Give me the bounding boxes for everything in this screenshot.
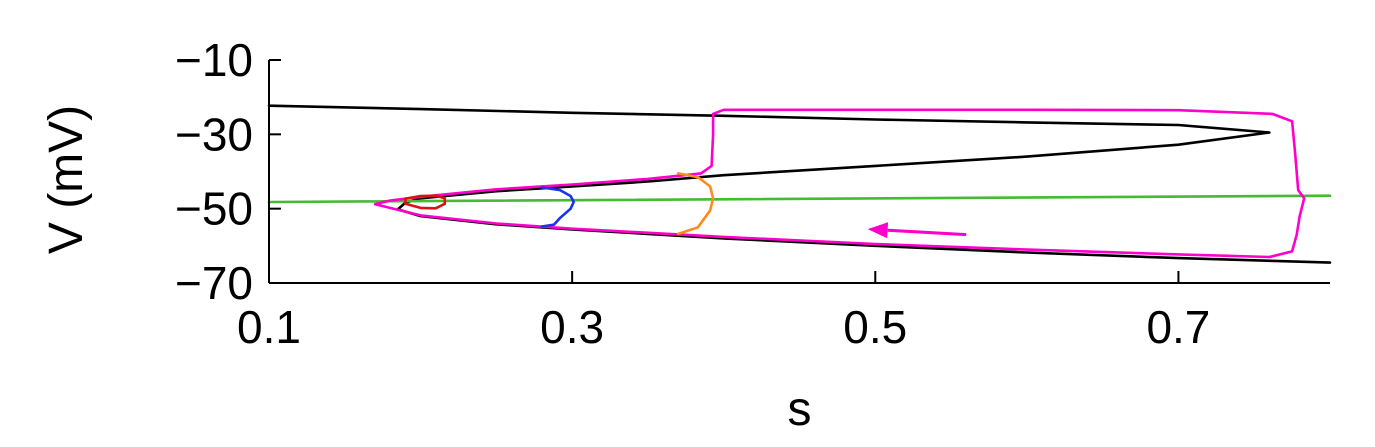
arrow-shaft: [887, 228, 967, 237]
series-line: [676, 172, 715, 236]
x-axis-title: s: [788, 383, 812, 436]
series-line: [540, 186, 575, 228]
y-tick-label: −30: [175, 108, 253, 160]
x-axis-ticks: 0.1 0.3 0.5 0.7: [237, 271, 1210, 353]
x-tick-label: 0.5: [843, 301, 907, 353]
y-tick-label: −10: [175, 34, 253, 86]
x-tick-label: 0.1: [237, 301, 301, 353]
x-tick-label: 0.3: [540, 301, 604, 353]
y-axis-title: V (mV): [40, 105, 93, 254]
series-line: [373, 108, 1306, 259]
x-tick-label: 0.7: [1146, 301, 1210, 353]
curves-layer: [267, 104, 1332, 264]
arrow-head: [867, 222, 889, 239]
y-tick-label: −70: [175, 257, 253, 309]
series-line: [404, 194, 447, 210]
annotations-layer: [867, 222, 967, 239]
y-tick-label: −50: [175, 183, 253, 235]
series-line: [267, 104, 1332, 264]
y-axis-ticks: −10 −30 −50 −70: [175, 34, 281, 309]
